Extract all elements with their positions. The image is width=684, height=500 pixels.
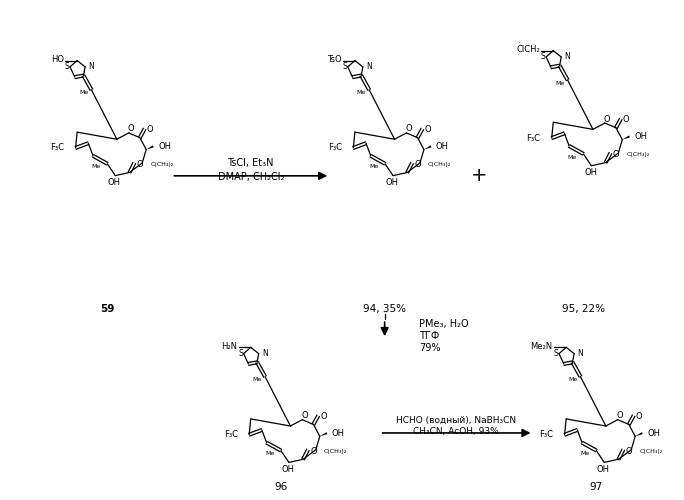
Text: OH: OH — [597, 465, 610, 474]
Text: Me: Me — [79, 90, 88, 96]
Text: N: N — [577, 349, 583, 358]
Text: O: O — [425, 126, 431, 134]
Text: ТГФ: ТГФ — [419, 331, 440, 341]
Text: C(CH₃)₂: C(CH₃)₂ — [428, 162, 451, 167]
Text: Me: Me — [356, 90, 366, 96]
Text: O: O — [415, 160, 421, 169]
Text: OH: OH — [332, 428, 345, 438]
Text: HO: HO — [51, 55, 64, 64]
Text: S: S — [540, 52, 545, 62]
Text: O: O — [310, 447, 317, 456]
Text: F₃C: F₃C — [328, 144, 342, 152]
Text: OH: OH — [108, 178, 121, 188]
Text: O: O — [604, 114, 611, 124]
Polygon shape — [424, 146, 432, 150]
Text: F₃C: F₃C — [527, 134, 540, 142]
Text: OH: OH — [584, 168, 597, 177]
Text: O: O — [613, 150, 619, 159]
Text: +: + — [471, 166, 487, 186]
Text: Me: Me — [555, 80, 564, 86]
Text: N: N — [262, 349, 267, 358]
Polygon shape — [622, 136, 630, 140]
Text: OH: OH — [158, 142, 171, 151]
Text: OH: OH — [634, 132, 647, 141]
Text: C(CH₃)₂: C(CH₃)₂ — [627, 152, 650, 157]
Text: H₂N: H₂N — [221, 342, 237, 351]
Text: TsO: TsO — [327, 55, 341, 64]
Text: O: O — [636, 412, 642, 421]
Text: OH: OH — [436, 142, 449, 151]
Text: Me: Me — [92, 164, 101, 170]
Text: OH: OH — [386, 178, 399, 188]
Polygon shape — [635, 432, 643, 436]
Text: N: N — [564, 52, 570, 62]
Text: N: N — [366, 62, 371, 72]
Text: Me₂N: Me₂N — [531, 342, 553, 351]
Text: Me: Me — [568, 154, 577, 160]
Text: F₃C: F₃C — [224, 430, 238, 439]
Text: Me: Me — [581, 451, 590, 456]
Text: 79%: 79% — [419, 343, 441, 353]
Text: O: O — [128, 124, 135, 134]
Text: Me: Me — [252, 377, 262, 382]
Text: O: O — [623, 116, 629, 124]
Text: CH₃CN, AcOH, 93%: CH₃CN, AcOH, 93% — [413, 428, 499, 436]
Text: 59: 59 — [100, 304, 114, 314]
Text: ClCH₂: ClCH₂ — [516, 46, 540, 54]
Text: 97: 97 — [590, 482, 603, 492]
Text: TsCl, Et₃N: TsCl, Et₃N — [228, 158, 274, 168]
Text: DMAP, CH₂Cl₂: DMAP, CH₂Cl₂ — [218, 172, 284, 182]
Text: O: O — [617, 411, 623, 420]
Text: OH: OH — [647, 428, 660, 438]
Text: S: S — [64, 62, 69, 72]
Text: Me: Me — [568, 377, 577, 382]
Text: O: O — [626, 447, 632, 456]
Text: PMe₃, H₂O: PMe₃, H₂O — [419, 319, 469, 329]
Polygon shape — [320, 432, 328, 436]
Text: C(CH₃)₂: C(CH₃)₂ — [324, 449, 347, 454]
Text: O: O — [302, 411, 308, 420]
Text: S: S — [553, 349, 558, 358]
Text: Me: Me — [369, 164, 379, 170]
Text: O: O — [137, 160, 143, 169]
Text: F₃C: F₃C — [51, 144, 64, 152]
Text: O: O — [147, 126, 153, 134]
Text: Me: Me — [265, 451, 274, 456]
Text: S: S — [342, 62, 347, 72]
Text: 95, 22%: 95, 22% — [562, 304, 605, 314]
Polygon shape — [146, 146, 154, 150]
Text: O: O — [406, 124, 412, 134]
Text: HCHO (водный), NaBH₃CN: HCHO (водный), NaBH₃CN — [396, 416, 516, 424]
Text: C(CH₃)₂: C(CH₃)₂ — [150, 162, 174, 167]
Text: S: S — [238, 349, 243, 358]
Text: N: N — [88, 62, 94, 72]
Text: C(CH₃)₂: C(CH₃)₂ — [639, 449, 662, 454]
Text: O: O — [320, 412, 327, 421]
Text: F₃C: F₃C — [540, 430, 553, 439]
Text: 96: 96 — [274, 482, 287, 492]
Text: 94, 35%: 94, 35% — [363, 304, 406, 314]
Text: OH: OH — [282, 465, 295, 474]
